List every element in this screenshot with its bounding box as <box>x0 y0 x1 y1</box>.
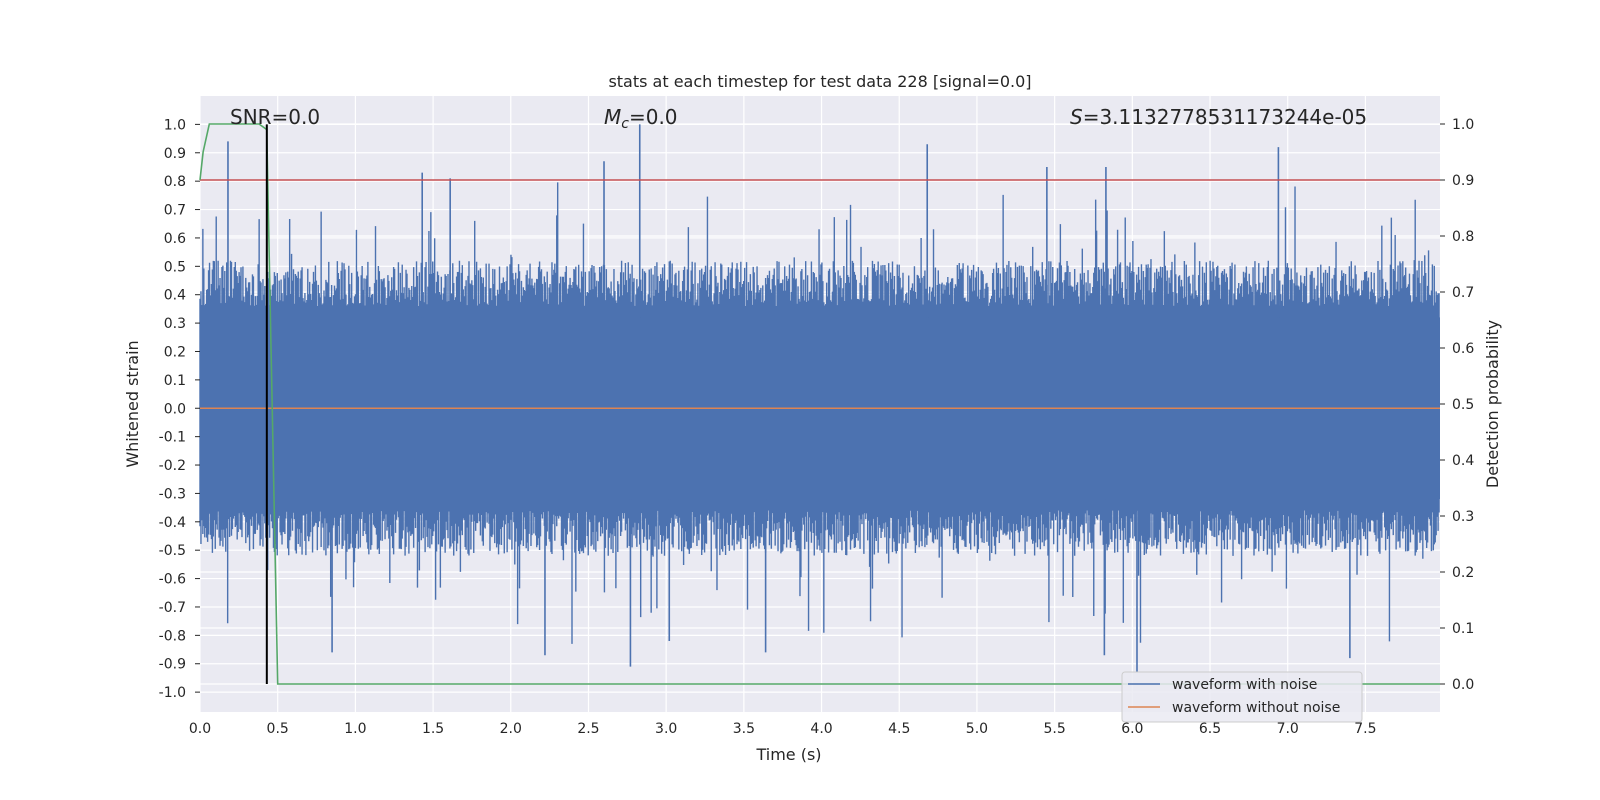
y-tick-label: -0.1 <box>159 430 186 446</box>
y2-tick-label: 0.4 <box>1452 453 1474 469</box>
y-tick-label: -0.7 <box>159 600 186 616</box>
x-axis-label: Time (s) <box>755 745 821 764</box>
chirp-mass-symbol: M <box>604 105 621 129</box>
x-tick-label: 4.0 <box>810 721 832 737</box>
chirp-mass-annotation: Mc=0.0 <box>604 105 678 132</box>
x-tick-label: 3.0 <box>655 721 677 737</box>
y-tick-label: -0.2 <box>159 458 186 474</box>
y-tick-label: 0.5 <box>164 259 186 275</box>
y-tick-label: 0.4 <box>164 288 186 304</box>
y-axis-label: Whitened strain <box>123 340 142 467</box>
legend: waveform with noise waveform without noi… <box>1121 671 1363 723</box>
y-tick-label: -0.8 <box>159 628 186 644</box>
x-tick-label: 0.5 <box>267 721 289 737</box>
y-tick-label: 0.2 <box>164 344 186 360</box>
x-tick-label: 5.5 <box>1044 721 1066 737</box>
chirp-mass-subscript: c <box>621 116 629 132</box>
y2-tick-label: 0.2 <box>1452 565 1474 581</box>
x-tick-label: 7.5 <box>1354 721 1376 737</box>
y-tick-label: -0.5 <box>159 543 186 559</box>
y2-tick-label: 0.5 <box>1452 397 1474 413</box>
y2-tick-label: 0.1 <box>1452 621 1474 637</box>
series-lines <box>199 123 1440 685</box>
legend-label-waveform-with-noise: waveform with noise <box>1172 677 1317 693</box>
s-symbol: S <box>1070 105 1083 129</box>
y2-tick-label: 0.6 <box>1452 341 1474 357</box>
y-tick-label: 0.6 <box>164 231 186 247</box>
s-statistic-annotation: S=3.1132778531173244e-05 <box>1070 105 1367 129</box>
x-tick-label: 7.0 <box>1277 721 1299 737</box>
x-tick-label: 1.0 <box>344 721 366 737</box>
y-tick-label: 0.7 <box>164 203 186 219</box>
x-tick-label: 6.5 <box>1199 721 1221 737</box>
x-tick-label: 2.5 <box>577 721 599 737</box>
left-axis-ticks: 1.0 0.9 0.8 0.7 0.6 0.5 0.4 0.3 0.2 0.1 0.0 -0.1 -0.… <box>159 117 200 701</box>
y-tick-label: 0.8 <box>164 174 186 190</box>
snr-annotation: SNR=0.0 <box>230 105 320 129</box>
x-tick-label: 2.0 <box>500 721 522 737</box>
right-axis-ticks: 1.0 0.9 0.8 0.7 0.6 0.5 0.4 0.3 0.2 0.1 0.0 <box>1440 117 1474 693</box>
x-tick-label: 1.5 <box>422 721 444 737</box>
y2-axis-label: Detection probability <box>1483 320 1502 488</box>
y2-tick-label: 0.9 <box>1452 173 1474 189</box>
y-tick-label: -1.0 <box>159 685 186 701</box>
y-tick-label: 0.1 <box>164 373 186 389</box>
y2-tick-label: 0.8 <box>1452 229 1474 245</box>
detection-probability-line <box>199 123 1440 685</box>
y2-tick-label: 0.7 <box>1452 285 1474 301</box>
y-tick-label: -0.4 <box>159 515 186 531</box>
s-value: =3.1132778531173244e-05 <box>1083 105 1367 129</box>
y-tick-label: 0.9 <box>164 146 186 162</box>
chirp-mass-value: =0.0 <box>629 105 678 129</box>
y-tick-label: -0.6 <box>159 572 186 588</box>
legend-box <box>1121 671 1363 723</box>
y-tick-label: 1.0 <box>164 117 186 133</box>
x-tick-label: 6.0 <box>1121 721 1143 737</box>
y-tick-label: -0.3 <box>159 486 186 502</box>
y2-tick-label: 0.3 <box>1452 509 1474 525</box>
chart-title: stats at each timestep for test data 228… <box>608 72 1031 91</box>
y-tick-label: -0.9 <box>159 657 186 673</box>
x-tick-label: 0.0 <box>189 721 211 737</box>
legend-label-waveform-without-noise: waveform without noise <box>1172 700 1340 716</box>
y2-tick-label: 0.0 <box>1452 677 1474 693</box>
x-axis-ticks: 0.0 0.5 1.0 1.5 2.0 2.5 3.0 3.5 4.0 4.5 5.0 5.5 6.0 6… <box>189 721 1377 737</box>
x-tick-label: 5.0 <box>966 721 988 737</box>
y2-tick-label: 1.0 <box>1452 117 1474 133</box>
y-tick-label: 0.3 <box>164 316 186 332</box>
x-tick-label: 3.5 <box>733 721 755 737</box>
x-tick-label: 4.5 <box>888 721 910 737</box>
y-tick-label: 0.0 <box>164 401 186 417</box>
